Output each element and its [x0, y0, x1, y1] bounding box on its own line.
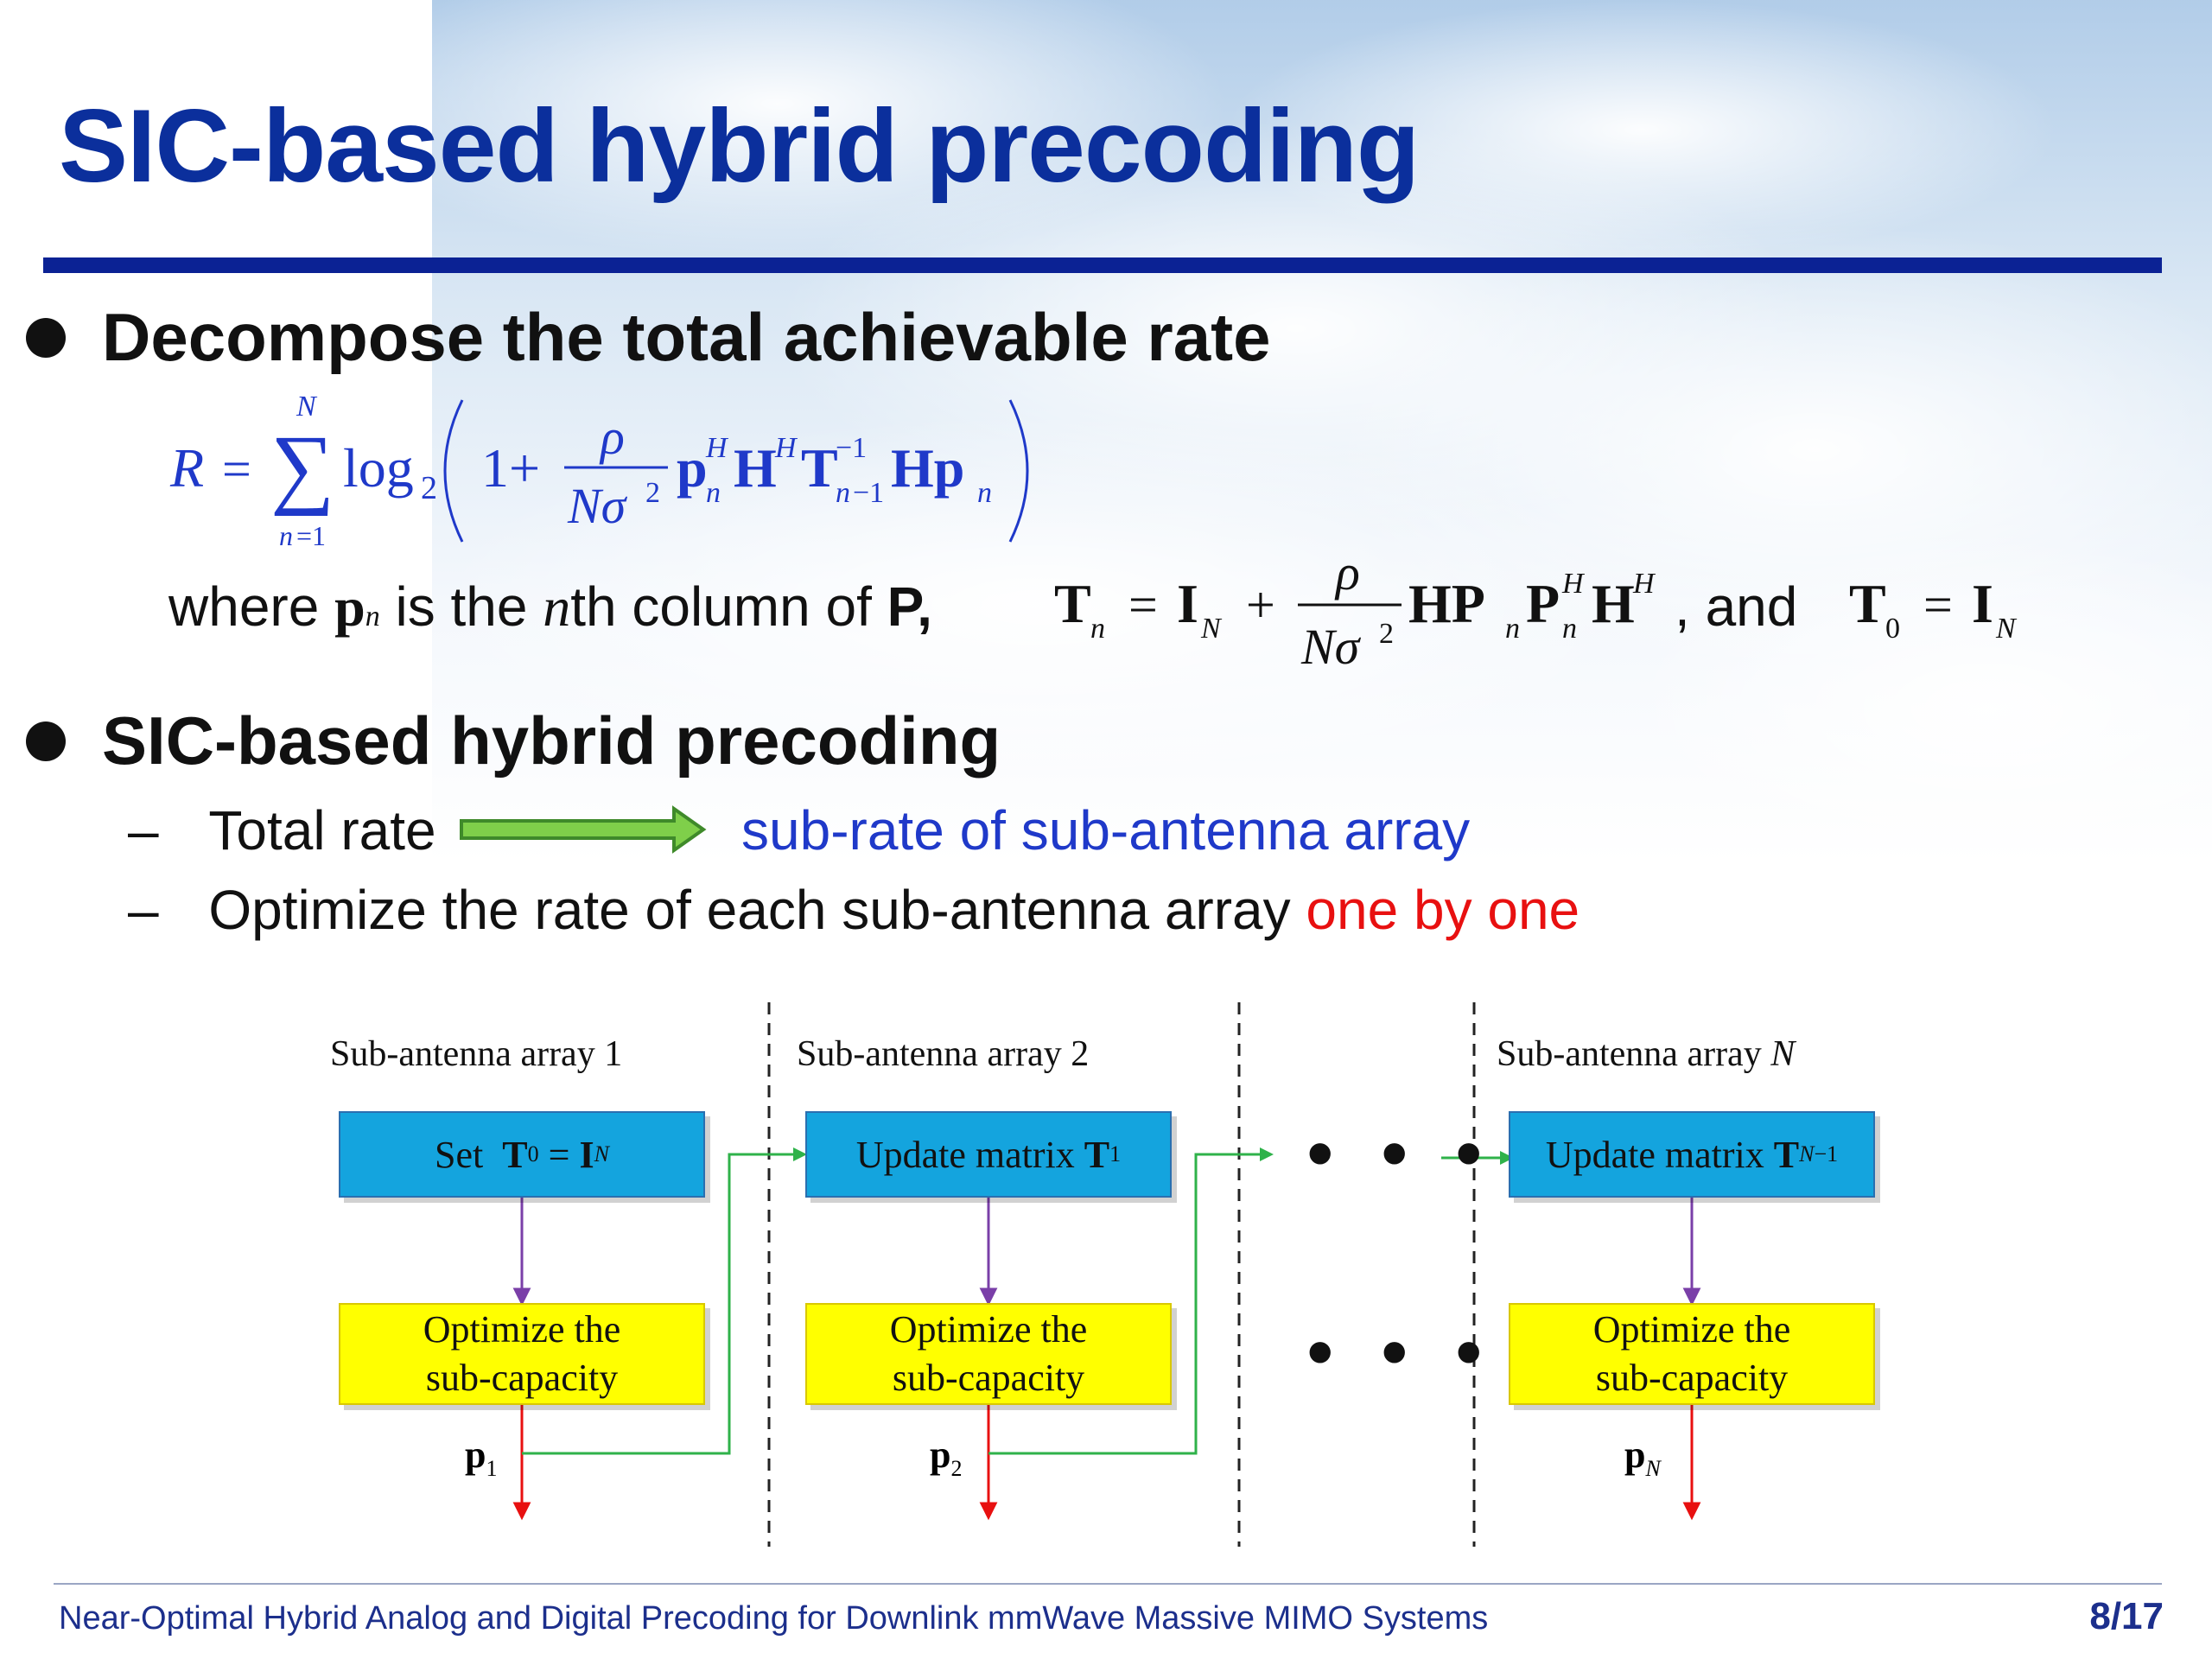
svg-text:=: = — [222, 441, 251, 498]
optimize-box-3: Optimize the sub-capacity — [1509, 1303, 1875, 1405]
svg-text:H: H — [774, 432, 798, 464]
svg-text:log: log — [343, 437, 414, 499]
svg-text:0: 0 — [1885, 613, 1900, 645]
sub-bullet-1: – Total rate — [128, 798, 436, 862]
where-P: P, — [887, 575, 932, 638]
svg-text:Nσ: Nσ — [1300, 619, 1362, 675]
svg-text:H: H — [1592, 573, 1635, 634]
svg-text:I: I — [1972, 573, 1993, 634]
svg-text:2: 2 — [1379, 618, 1394, 650]
svg-text:∑: ∑ — [270, 417, 334, 517]
bullet-2-text: SIC-based hybrid precoding — [102, 702, 1001, 779]
svg-text:n: n — [836, 477, 850, 509]
sub2-prefix: Optimize the rate of each sub-antenna ar… — [208, 879, 1291, 941]
bullet-1: Decompose the total achievable rate — [26, 298, 1270, 377]
svg-text:H: H — [705, 432, 729, 464]
svg-text:ρ: ρ — [599, 409, 625, 465]
svg-text:=: = — [1923, 576, 1953, 633]
svg-text:=1: =1 — [296, 520, 326, 551]
ellipsis-top: • • • — [1306, 1111, 1497, 1197]
slide-title: SIC-based hybrid precoding — [59, 88, 1420, 204]
page-number: 8/17 — [2089, 1595, 2164, 1637]
bullet-1-text: Decompose the total achievable rate — [102, 299, 1271, 375]
svg-text:I: I — [1177, 573, 1198, 634]
sub-bullet-2: – Optimize the rate of each sub-antenna … — [128, 878, 1580, 942]
column-header-3: Sub-antenna array N — [1497, 1034, 1796, 1074]
column-header-1: Sub-antenna array 1 — [330, 1034, 623, 1074]
svg-text:T: T — [1849, 573, 1886, 634]
bullet-2: SIC-based hybrid precoding — [26, 702, 1001, 780]
svg-text:T: T — [1054, 573, 1091, 634]
svg-text:Hp: Hp — [891, 437, 964, 499]
bullet-dot — [26, 317, 66, 358]
optimize-box-1: Optimize the sub-capacity — [339, 1303, 705, 1405]
ellipsis-bottom: • • • — [1306, 1310, 1497, 1395]
t0-formula: T 0 = I N — [1849, 573, 2018, 645]
green-arrow-icon — [460, 805, 707, 854]
svg-text:H: H — [734, 437, 777, 499]
where-mid2: th column of — [570, 575, 872, 638]
sub1-right: sub-rate of sub-antenna array — [741, 799, 1471, 861]
svg-text:n: n — [279, 520, 293, 551]
svg-text:ρ: ρ — [1334, 544, 1360, 601]
svg-text:n: n — [1562, 613, 1577, 645]
svg-text:N: N — [1200, 613, 1223, 645]
tn-formula: T n = I N + ρ Nσ 2 HP n P H n H H — [1054, 544, 1656, 675]
svg-text:n: n — [1090, 613, 1105, 645]
svg-text:H: H — [1561, 568, 1586, 600]
update-tn-box: Update matrix T N−1 — [1509, 1111, 1875, 1198]
output-pn: pN — [1624, 1433, 1661, 1481]
optimize-box-2: Optimize the sub-capacity — [805, 1303, 1172, 1405]
svg-text:=: = — [1128, 576, 1158, 633]
svg-text:H: H — [1632, 568, 1656, 600]
svg-text:2: 2 — [421, 470, 437, 506]
svg-text:N: N — [296, 391, 318, 423]
where-mid1: is the — [395, 575, 528, 638]
svg-text:P: P — [1526, 573, 1560, 634]
bullet-dot — [26, 721, 66, 761]
svg-text:N: N — [1995, 613, 2018, 645]
svg-text:HP: HP — [1408, 573, 1485, 634]
svg-text:p: p — [677, 437, 708, 499]
footer-text: Near-Optimal Hybrid Analog and Digital P… — [59, 1600, 1489, 1637]
title-rule — [43, 257, 2162, 273]
output-p2: p2 — [930, 1433, 963, 1481]
rate-formula: R = ∑ N n =1 log 2 1+ ρ Nσ 2 p H n H H T… — [169, 391, 1029, 551]
sub2-highlight: one by one — [1306, 879, 1580, 941]
svg-text:n: n — [706, 477, 721, 509]
dash: – — [128, 879, 159, 941]
sub1-left: Total rate — [208, 799, 436, 861]
svg-text:+: + — [1246, 576, 1275, 633]
dash: – — [128, 799, 159, 861]
svg-text:−1: −1 — [853, 477, 884, 509]
svg-text:R: R — [169, 437, 204, 499]
where-n: n — [543, 576, 571, 638]
svg-text:2: 2 — [645, 477, 660, 509]
output-p1: p1 — [465, 1433, 498, 1481]
svg-text:T: T — [801, 437, 838, 499]
svg-text:Nσ: Nσ — [567, 478, 628, 534]
svg-text:n: n — [977, 477, 992, 509]
footer-rule — [54, 1583, 2162, 1585]
svg-text:n: n — [1505, 613, 1520, 645]
where-line: where pn is the nth column of P, — [168, 575, 932, 638]
svg-text:−1: −1 — [836, 432, 867, 464]
svg-text:1+: 1+ — [481, 437, 540, 499]
where-and: , and — [1675, 575, 1798, 638]
where-prefix: where — [168, 575, 320, 638]
column-header-2: Sub-antenna array 2 — [797, 1034, 1090, 1074]
